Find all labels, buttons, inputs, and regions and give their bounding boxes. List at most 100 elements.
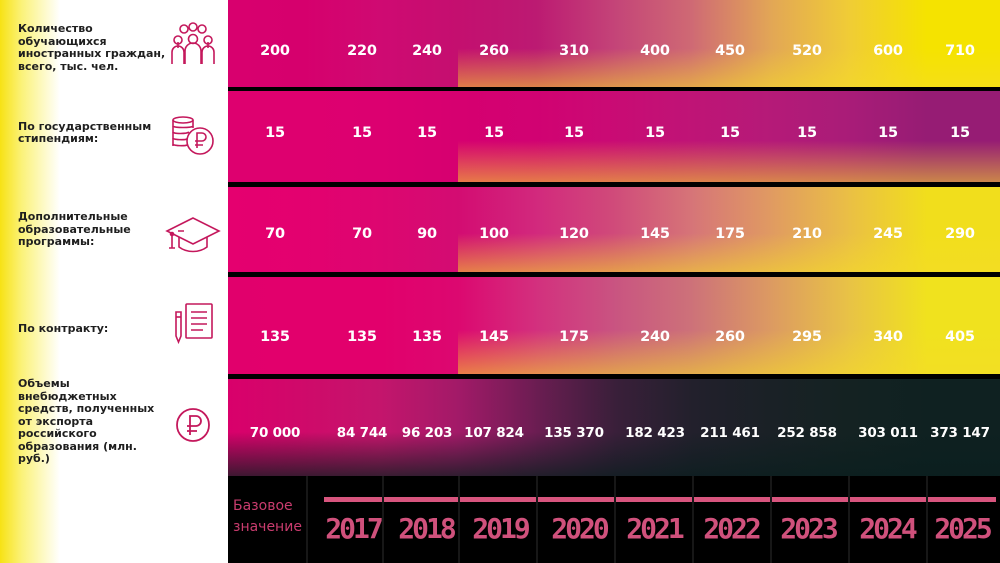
cell-value: 15: [564, 125, 584, 141]
year-label: 2024: [859, 512, 917, 545]
ruble-coins-icon: [164, 112, 222, 158]
cell-background: [770, 276, 849, 374]
cell-background: [458, 186, 537, 272]
cell-background: [848, 0, 927, 88]
cell-background: [380, 378, 459, 476]
row-label: Количество обучающихся иностранных гражд…: [18, 22, 166, 73]
cell-value: 135 370: [544, 425, 604, 441]
cell-value: 15: [878, 125, 898, 141]
cell-value: 145: [640, 226, 670, 242]
year-label: 2019: [472, 512, 530, 545]
cell-value: 15: [352, 125, 372, 141]
cell-background: [536, 0, 615, 88]
cell-value: 240: [412, 43, 442, 59]
cell-background: [614, 378, 693, 476]
year-label: 2018: [398, 512, 456, 545]
cell-value: 310: [559, 43, 589, 59]
row-divider: [228, 183, 1000, 187]
column-separator: [770, 476, 772, 563]
cell-background: [614, 0, 693, 88]
base-value-label: Базовое значение: [233, 498, 302, 535]
cell-background: [926, 90, 1000, 182]
timeline-line: [324, 497, 996, 502]
cell-background: [228, 90, 305, 182]
cell-value: 84 744: [336, 425, 388, 441]
cell-value: 175: [715, 226, 745, 242]
cell-background: [770, 90, 849, 182]
cell-value: 200: [260, 43, 290, 59]
cell-value: 70: [265, 226, 285, 242]
cell-value: 135: [347, 329, 377, 345]
cell-value: 15: [417, 125, 437, 141]
cell-value: 135: [260, 329, 290, 345]
row-label: Объемы внебюджетных средств, полученных …: [18, 377, 155, 466]
row-label: По государственным стипендиям:: [18, 119, 152, 145]
cell-value: 175: [559, 329, 589, 345]
year-label: 2021: [626, 512, 684, 545]
cell-background: [458, 0, 537, 88]
cell-background: [228, 276, 305, 374]
cell-value: 96 203: [401, 425, 453, 441]
column-separator: [382, 476, 384, 563]
cell-value: 145: [479, 329, 509, 345]
cell-background: [228, 186, 305, 272]
cell-background: [380, 276, 459, 374]
year-label: 2025: [934, 512, 992, 545]
cell-background: [304, 0, 381, 88]
values-grid: 200 220 240 260 310 400 450 520 600 710 15 15 15 15 15…: [228, 0, 1000, 563]
cell-value: 90: [417, 226, 437, 242]
cell-background: [692, 186, 771, 272]
cell-value: 252 858: [777, 425, 837, 441]
cell-value: 210: [792, 226, 822, 242]
cell-value: 600: [873, 43, 903, 59]
year-label: 2020: [551, 512, 609, 545]
cell-background: [304, 90, 381, 182]
cell-background: [380, 90, 459, 182]
cell-value: 260: [715, 329, 745, 345]
cell-value: 15: [484, 125, 504, 141]
contract-document-icon: [164, 300, 222, 346]
row-divider: [228, 273, 1000, 277]
cell-value: 373 147: [930, 425, 990, 441]
column-separator: [692, 476, 694, 563]
cell-value: 240: [640, 329, 670, 345]
row-label: Дополнительные образовательные программы…: [18, 210, 131, 249]
cell-value: 15: [265, 125, 285, 141]
column-separator: [614, 476, 616, 563]
cell-value: 450: [715, 43, 745, 59]
cell-background: [536, 90, 615, 182]
cell-value: 211 461: [700, 425, 760, 441]
cell-value: 182 423: [625, 425, 685, 441]
row-labels-panel: Количество обучающихся иностранных гражд…: [0, 0, 228, 563]
year-label: 2022: [703, 512, 761, 545]
column-separator: [926, 476, 928, 563]
cell-background: [304, 276, 381, 374]
cell-background: [848, 276, 927, 374]
cell-background: [848, 90, 927, 182]
cell-value: 70 000: [249, 425, 301, 441]
cell-background: [926, 276, 1000, 374]
cell-value: 340: [873, 329, 903, 345]
cell-value: 107 824: [464, 425, 524, 441]
cell-value: 135: [412, 329, 442, 345]
column-separator: [848, 476, 850, 563]
column-separator: [536, 476, 538, 563]
cell-value: 303 011: [858, 425, 918, 441]
cell-value: 15: [645, 125, 665, 141]
cell-background: [614, 90, 693, 182]
cell-background: [770, 186, 849, 272]
cell-value: 405: [945, 329, 975, 345]
cell-value: 220: [347, 43, 377, 59]
cell-background: [692, 276, 771, 374]
row-divider: [228, 375, 1000, 379]
cell-background: [770, 0, 849, 88]
cell-value: 260: [479, 43, 509, 59]
cell-value: 245: [873, 226, 903, 242]
cell-value: 120: [559, 226, 589, 242]
cell-value: 15: [797, 125, 817, 141]
cell-background: [770, 378, 849, 476]
cell-value: 15: [720, 125, 740, 141]
column-separator: [306, 476, 308, 563]
cell-value: 290: [945, 226, 975, 242]
